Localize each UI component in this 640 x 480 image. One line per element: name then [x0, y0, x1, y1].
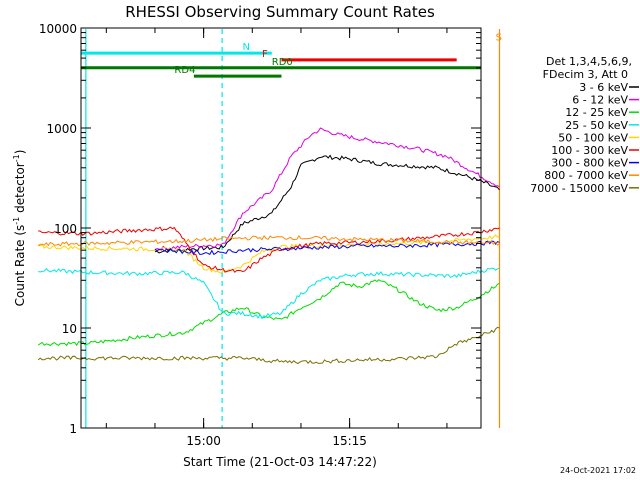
- series-line-3-seg1: [37, 279, 500, 347]
- y-tick-label-5: 10000: [39, 22, 77, 36]
- y-axis-label-main: Count Rate (s: [13, 225, 27, 307]
- chart-title: RHESSI Observing Summary Count Rates: [125, 3, 435, 21]
- axes-layer: 1 10 100 1000 10000 15:00 15:15: [39, 22, 481, 448]
- series-line-8-seg1: [37, 234, 500, 247]
- legend-entry-8: 800 - 7000 keV: [544, 169, 628, 182]
- flag-label-f: F: [262, 49, 268, 60]
- flag-label-s: S: [496, 32, 502, 43]
- legend-entry-7: 300 - 800 keV: [551, 157, 628, 170]
- y-axis-label-sup2: -1: [12, 154, 21, 162]
- data-layer: N S F RD0 RD4: [37, 29, 502, 428]
- y-axis-label: Count Rate (s-1 detector-1): [12, 150, 27, 307]
- series-line-6-seg1: [38, 226, 500, 273]
- legend-entry-2: 6 - 12 keV: [572, 94, 628, 107]
- series-line-9-seg1: [37, 326, 500, 365]
- flag-label-n: N: [243, 42, 250, 53]
- footer-timestamp: 24-Oct-2021 17:02: [560, 466, 636, 475]
- x-tick-label-1: 15:00: [186, 434, 221, 448]
- y-tick-label-1: 1: [69, 422, 77, 436]
- flag-label-rd4: RD4: [174, 65, 195, 76]
- legend-header-line-1: Det 1,3,4,5,6,9,: [546, 55, 632, 68]
- y-axis-label-sup1: -1: [12, 217, 21, 225]
- y-tick-label-4: 1000: [46, 122, 77, 136]
- legend-entry-4: 25 - 50 keV: [565, 119, 628, 132]
- legend-entry-6: 100 - 300 keV: [551, 144, 628, 157]
- x-tick-label-2: 15:15: [332, 434, 367, 448]
- series-line-4-seg1: [38, 267, 500, 320]
- series-line-2-seg1: [154, 127, 500, 251]
- series-line-7-seg1: [154, 240, 500, 256]
- y-tick-label-3: 100: [54, 222, 77, 236]
- y-axis-label-end: ): [13, 150, 27, 155]
- x-axis-label: Start Time (21-Oct-03 14:47:22): [183, 455, 377, 469]
- legend-entry-5: 50 - 100 keV: [558, 131, 628, 144]
- legend: Det 1,3,4,5,6,9, FDecim 3, Att 0 3 - 6 k…: [530, 55, 639, 195]
- y-tick-label-2: 10: [62, 322, 77, 336]
- legend-header-line-2: FDecim 3, Att 0: [543, 68, 628, 81]
- y-axis-label-mid: detector: [13, 162, 27, 217]
- legend-entry-3: 12 - 25 keV: [565, 106, 628, 119]
- flag-label-rd0: RD0: [272, 57, 293, 68]
- legend-entry-9: 7000 - 15000 keV: [530, 182, 628, 195]
- legend-entry-1: 3 - 6 keV: [579, 81, 628, 94]
